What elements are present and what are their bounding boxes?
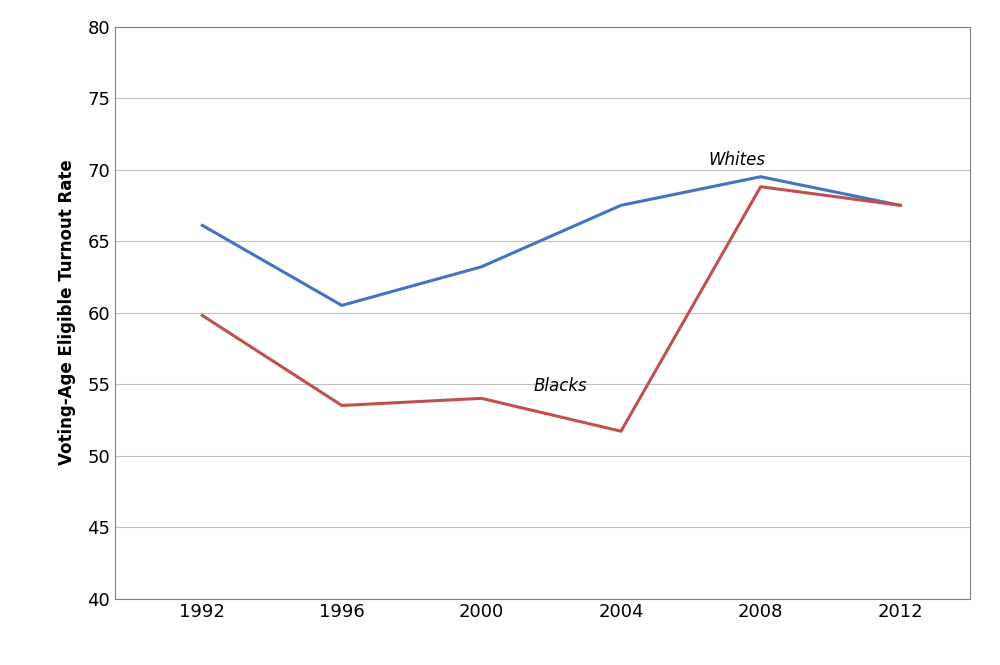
Y-axis label: Voting-Age Eligible Turnout Rate: Voting-Age Eligible Turnout Rate <box>58 160 76 466</box>
Text: Blacks: Blacks <box>534 377 587 395</box>
Text: Whites: Whites <box>708 151 765 170</box>
